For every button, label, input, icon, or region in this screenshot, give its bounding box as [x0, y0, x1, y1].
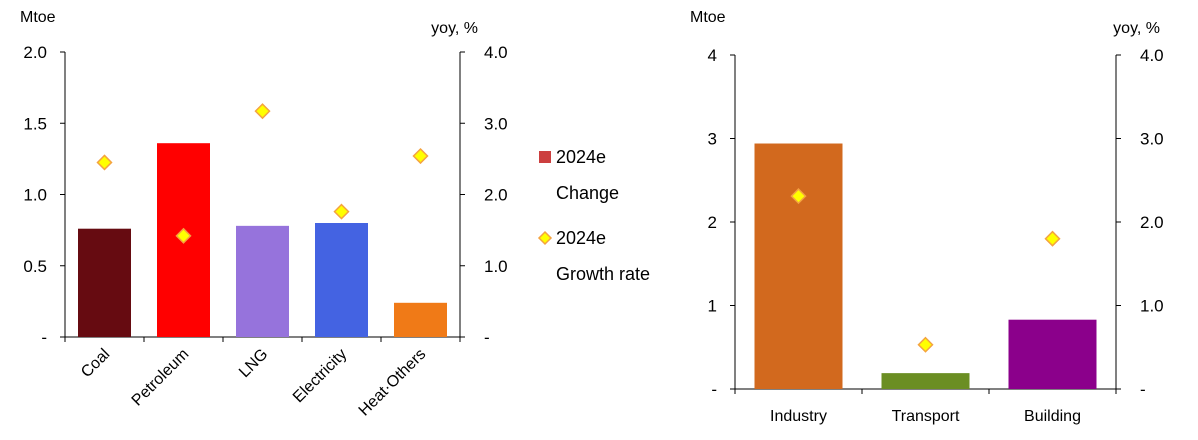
legend-marker-swatch	[537, 230, 553, 246]
right-y-tick-label: 3.0	[1140, 130, 1164, 149]
right-y-tick-label: 1.0	[1140, 297, 1164, 316]
growth-marker-transport	[917, 336, 934, 353]
category-label: Petroleum	[129, 346, 193, 410]
legend-bar-swatch	[539, 151, 551, 163]
left-y-unit-label: Mtoe	[690, 9, 726, 26]
left-y-tick-label: 3	[708, 130, 717, 149]
left-y-tick-label: 0.5	[23, 257, 47, 276]
category-label: Electricity	[290, 346, 350, 406]
bars	[78, 143, 447, 337]
sector-chart: Mtoe yoy, % - 1 2 3 4 - 1.0 2.0 3.0 4.0 Industry T…	[690, 9, 1164, 425]
category-label: Building	[1024, 408, 1081, 425]
right-y-tick-label: -	[1140, 380, 1146, 399]
category-label: Heat·Others	[356, 346, 430, 420]
growth-markers	[790, 188, 1061, 353]
left-y-tick-label: -	[41, 328, 47, 347]
bar-transport	[881, 373, 970, 389]
category-label: Coal	[78, 346, 113, 381]
right-y-unit-label: yoy, %	[1113, 20, 1160, 37]
legend-bar-label-line1: 2024e	[556, 147, 606, 167]
bar-building	[1008, 319, 1097, 389]
bar-industry	[754, 143, 843, 389]
right-y-tick-label: 4.0	[484, 43, 508, 62]
bars	[754, 143, 1097, 389]
category-label: LNG	[236, 346, 271, 381]
left-y-tick-label: 2	[708, 213, 717, 232]
right-y-tick-label: 2.0	[484, 186, 508, 205]
bar-electricity	[315, 223, 368, 337]
growth-marker-heat-others	[412, 147, 429, 165]
legend-marker-label-line2: Growth rate	[556, 264, 650, 284]
category-labels: Coal Petroleum LNG Electricity Heat·Others	[78, 346, 429, 420]
bar-heat-others	[394, 302, 447, 337]
growth-marker-building	[1044, 230, 1061, 247]
right-y-tick-label: 2.0	[1140, 213, 1164, 232]
left-y-tick-label: 2.0	[23, 43, 47, 62]
growth-marker-industry	[790, 188, 807, 205]
left-y-tick-label: -	[711, 380, 717, 399]
left-y-tick-label: 4	[708, 46, 717, 65]
left-y-tick-label: 1	[708, 297, 717, 316]
energy-source-chart: Mtoe yoy, % - 0.5 1.0 1.5 2.0 - 1.0 2.0 3.0 4.0 C…	[20, 9, 650, 419]
category-label: Industry	[770, 408, 827, 425]
bar-lng	[236, 225, 289, 337]
growth-marker-petroleum	[175, 227, 192, 244]
growth-marker-coal	[96, 154, 113, 171]
right-y-tick-label: 3.0	[484, 114, 508, 133]
left-y-tick-label: 1.5	[23, 114, 47, 133]
growth-marker-lng	[254, 103, 271, 120]
growth-marker-electricity	[333, 203, 350, 220]
left-y-unit-label: Mtoe	[20, 9, 56, 26]
growth-markers	[96, 103, 429, 244]
legend-bar-label-line2: Change	[556, 183, 619, 203]
right-y-tick-label: 4.0	[1140, 46, 1164, 65]
legend: 2024e Change 2024e Growth rate	[537, 147, 650, 284]
left-y-tick-label: 1.0	[23, 186, 47, 205]
category-label: Transport	[892, 408, 960, 425]
bar-coal	[78, 228, 131, 337]
right-y-unit-label: yoy, %	[431, 20, 478, 37]
category-labels: Industry Transport Building	[770, 408, 1081, 425]
legend-marker-label-line1: 2024e	[556, 228, 606, 248]
right-y-tick-label: -	[484, 328, 490, 347]
right-y-tick-label: 1.0	[484, 257, 508, 276]
